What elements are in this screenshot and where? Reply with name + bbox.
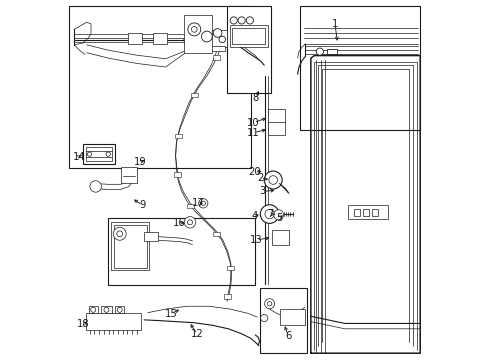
Text: 20: 20 (248, 167, 260, 177)
Bar (269, 111, 283, 121)
Circle shape (90, 307, 96, 312)
Circle shape (191, 27, 197, 32)
Bar (113, 225, 147, 268)
Circle shape (264, 299, 274, 309)
Text: 9: 9 (139, 200, 145, 210)
Text: 13: 13 (249, 235, 262, 245)
Circle shape (187, 23, 201, 36)
Bar (101, 306, 112, 314)
Bar (88, 306, 98, 314)
Circle shape (113, 227, 126, 240)
Bar (121, 167, 137, 183)
Text: 1: 1 (331, 19, 337, 29)
Bar (272, 230, 289, 244)
Circle shape (198, 199, 207, 208)
Circle shape (117, 231, 122, 237)
Text: 7: 7 (266, 209, 273, 219)
Circle shape (106, 152, 110, 156)
Circle shape (268, 176, 277, 184)
Circle shape (264, 210, 274, 219)
Circle shape (87, 152, 92, 156)
Bar (187, 204, 194, 208)
Bar (326, 49, 336, 54)
Bar (362, 209, 368, 216)
Bar (213, 55, 220, 60)
Bar (86, 147, 112, 161)
Bar (86, 314, 140, 330)
Text: 18: 18 (77, 319, 89, 329)
Bar (111, 222, 149, 270)
Text: 11: 11 (246, 128, 259, 138)
Text: 17: 17 (191, 198, 204, 208)
Text: 8: 8 (252, 93, 258, 103)
Circle shape (230, 17, 237, 24)
Bar (353, 209, 360, 216)
Bar (213, 231, 220, 236)
Text: 15: 15 (164, 309, 177, 319)
Text: 6: 6 (285, 331, 291, 341)
Bar (174, 134, 182, 138)
Circle shape (201, 201, 205, 206)
Bar (299, 6, 419, 130)
Text: 2: 2 (257, 173, 264, 183)
Bar (183, 15, 212, 53)
Circle shape (219, 36, 225, 42)
Bar (371, 209, 378, 216)
Bar (267, 109, 284, 123)
Text: 12: 12 (190, 329, 203, 339)
Bar (230, 25, 267, 47)
Bar (231, 28, 265, 44)
Bar (153, 33, 167, 44)
Circle shape (184, 217, 195, 228)
Bar (210, 45, 224, 51)
Bar (269, 124, 283, 134)
Circle shape (264, 171, 282, 189)
Circle shape (187, 220, 192, 225)
Circle shape (213, 29, 222, 37)
Circle shape (104, 307, 109, 312)
Bar (348, 205, 387, 220)
Text: 14: 14 (72, 152, 85, 162)
Bar (226, 6, 270, 93)
Circle shape (90, 181, 101, 192)
Bar (267, 122, 284, 135)
Text: 10: 10 (246, 118, 259, 128)
Bar (280, 309, 304, 325)
Bar (224, 294, 230, 299)
Circle shape (273, 210, 283, 220)
Circle shape (316, 48, 323, 55)
Bar (226, 266, 234, 270)
Circle shape (260, 315, 267, 321)
Bar (69, 6, 250, 168)
Circle shape (260, 205, 278, 224)
Circle shape (267, 302, 271, 306)
Text: 16: 16 (172, 218, 185, 228)
Bar (144, 232, 158, 241)
Bar (128, 33, 142, 44)
Circle shape (117, 307, 122, 312)
Text: 5: 5 (276, 213, 282, 222)
Bar (108, 218, 254, 285)
Text: 4: 4 (251, 211, 257, 221)
Bar (173, 172, 181, 177)
Text: 19: 19 (133, 157, 146, 167)
Bar (115, 306, 124, 314)
Bar (83, 144, 115, 164)
Text: 3: 3 (259, 186, 265, 197)
Circle shape (238, 17, 244, 24)
Circle shape (201, 31, 212, 42)
Circle shape (246, 17, 253, 24)
Bar (190, 93, 198, 97)
Bar (259, 288, 306, 353)
Bar (206, 30, 226, 47)
